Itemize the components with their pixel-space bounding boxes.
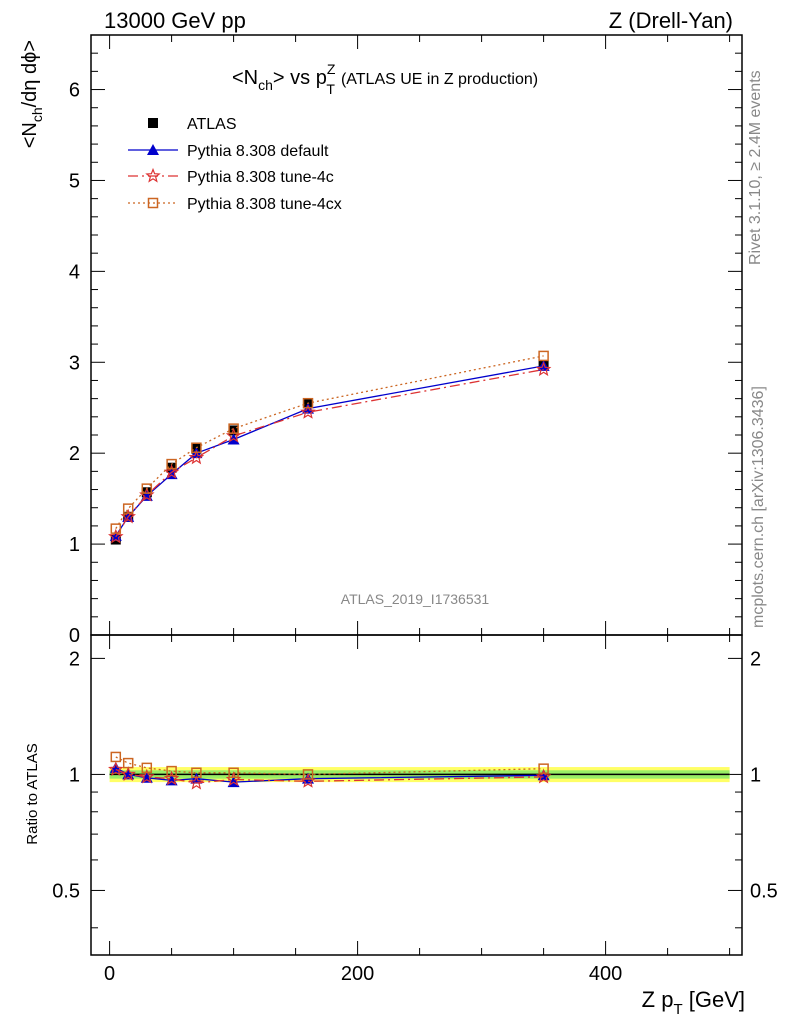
legend-marker-atlas — [148, 118, 158, 128]
data-point-atlas — [166, 462, 177, 473]
y-tick-label: 3 — [69, 352, 80, 374]
ratio-point-pythia-8-308-tune-4cx — [166, 765, 177, 777]
ratio-point-pythia-8-308-tune-4c — [535, 768, 552, 784]
ratio-y-tick-label: 2 — [69, 648, 80, 670]
ratio-plot-frame — [90, 634, 743, 956]
ratio-y-tick-label-right: 1 — [750, 764, 761, 786]
legend-label-pythia-8-308-tune-4cx: Pythia 8.308 tune-4cx — [187, 196, 342, 213]
legend-marker-pythia-8-308-tune-4c — [145, 167, 161, 183]
ylabel-sub: ch — [29, 107, 45, 122]
xlabel: Z pT [GeV] — [642, 987, 745, 1018]
mcplots-label: mcplots.cern.ch [arXiv:1306.3436] — [750, 386, 767, 628]
legend-label-pythia-8-308-default: Pythia 8.308 default — [187, 143, 329, 160]
process-label: Z (Drell-Yan) — [609, 8, 733, 33]
data-point-pythia-8-308-tune-4c — [108, 528, 124, 544]
ratio-y-tick-label-right: 2 — [750, 648, 761, 670]
ratio-y-tick-label-right: 0.5 — [750, 880, 778, 902]
ylabel-a: <N — [19, 122, 41, 148]
ratio-point-pythia-8-308-tune-4cx — [191, 767, 202, 779]
ratio-point-pythia-8-308-tune-4cx — [141, 762, 153, 774]
analysis-label: ATLAS_2019_I1736531 — [341, 591, 490, 607]
data-point-pythia-8-308-tune-4c — [120, 508, 136, 524]
ratio-line-pythia-8-308-tune-4c — [115, 768, 544, 784]
ratio-point-pythia-8-308-tune-4c — [108, 761, 124, 777]
data-point-pythia-8-308-tune-4cx — [302, 397, 314, 409]
data-point-pythia-8-308-tune-4cx — [228, 423, 239, 434]
xlabel-b: [GeV] — [683, 987, 745, 1012]
energy-label: 13000 GeV pp — [104, 8, 246, 33]
y-tick-label: 5 — [69, 170, 80, 192]
title-main: <N — [232, 67, 258, 89]
ratio-point-pythia-8-308-tune-4c — [188, 774, 205, 790]
legend-marker-pythia-8-308-tune-4cx — [147, 197, 159, 209]
ratio-point-pythia-8-308-tune-4cx — [538, 763, 549, 774]
legend-marker-pythia-8-308-default — [147, 144, 159, 155]
title-sup: Z — [327, 61, 336, 77]
ratio-point-pythia-8-308-tune-4c — [139, 768, 155, 784]
y-tick-label: 2 — [69, 443, 80, 465]
ratio-y-tick-label: 0.5 — [52, 880, 80, 902]
x-tick-label: 400 — [589, 963, 622, 985]
main-series-layer — [108, 350, 552, 545]
data-point-pythia-8-308-tune-4cx — [110, 523, 122, 534]
title-tsub: T — [326, 81, 335, 97]
xlabel-a: Z p — [642, 987, 674, 1012]
data-point-pythia-8-308-tune-4cx — [191, 442, 202, 453]
series-line-pythia-8-308-tune-4cx — [115, 355, 544, 529]
data-point-pythia-8-308-tune-4cx — [538, 350, 549, 362]
title-sub: ch — [258, 77, 273, 93]
ylabel-b: /dη dϕ> — [19, 40, 41, 107]
y-tick-label: 0 — [69, 625, 80, 647]
ratio-point-pythia-8-308-tune-4cx — [228, 767, 239, 779]
main-ylabel: <Nch/dη dϕ> — [19, 40, 45, 148]
ratio-point-pythia-8-308-tune-4c — [120, 766, 136, 782]
legend-label-atlas: ATLAS — [187, 116, 237, 133]
ratio-point-pythia-8-308-tune-4cx — [302, 769, 314, 780]
x-tick-label: 0 — [104, 963, 115, 985]
ratio-ylabel: Ratio to ATLAS — [24, 743, 41, 844]
series-line-pythia-8-308-default — [115, 365, 544, 537]
main-axes: 0 1 2 3 4 5 6 — [69, 35, 742, 955]
title-vs: > vs p — [273, 67, 327, 89]
x-tick-label: 200 — [341, 963, 374, 985]
data-point-pythia-8-308-tune-4cx — [166, 458, 177, 470]
ratio-y-tick-label: 1 — [69, 764, 80, 786]
plot-title: <Nch> vs pZ T (ATLAS UE in Z production) — [232, 61, 538, 97]
ratio-point-pythia-8-308-tune-4c — [163, 770, 180, 786]
legend: ATLAS Pythia 8.308 default Pythia 8.308 tu… — [128, 116, 342, 213]
ratio-series-layer — [108, 751, 552, 790]
xlabel-sub: T — [673, 1001, 682, 1018]
y-tick-label: 6 — [69, 80, 80, 102]
ratio-point-pythia-8-308-tune-4cx — [110, 751, 122, 763]
y-tick-label: 4 — [69, 261, 80, 283]
data-point-pythia-8-308-tune-4c — [535, 361, 552, 377]
ratio-axes: 0 200 400 0.5 0.5 1 1 2 2 — [52, 648, 778, 985]
rivet-version-label: Rivet 3.1.10, ≥ 2.4M events — [747, 70, 764, 265]
data-point-pythia-8-308-default — [537, 359, 550, 371]
series-line-pythia-8-308-tune-4c — [115, 368, 544, 538]
y-tick-label: 1 — [69, 534, 80, 556]
ratio-point-pythia-8-308-default — [302, 772, 314, 784]
data-point-pythia-8-308-tune-4cx — [141, 483, 153, 494]
ratio-point-pythia-8-308-tune-4cx — [122, 757, 134, 769]
legend-label-pythia-8-308-tune-4c: Pythia 8.308 tune-4c — [187, 169, 334, 186]
data-point-pythia-8-308-tune-4c — [300, 404, 316, 419]
data-point-pythia-8-308-tune-4cx — [122, 503, 134, 514]
data-point-pythia-8-308-tune-4c — [188, 449, 205, 465]
ratio-line-pythia-8-308-tune-4cx — [115, 756, 544, 776]
title-rest: (ATLAS UE in Z production) — [341, 71, 538, 88]
data-point-pythia-8-308-tune-4c — [163, 464, 180, 479]
